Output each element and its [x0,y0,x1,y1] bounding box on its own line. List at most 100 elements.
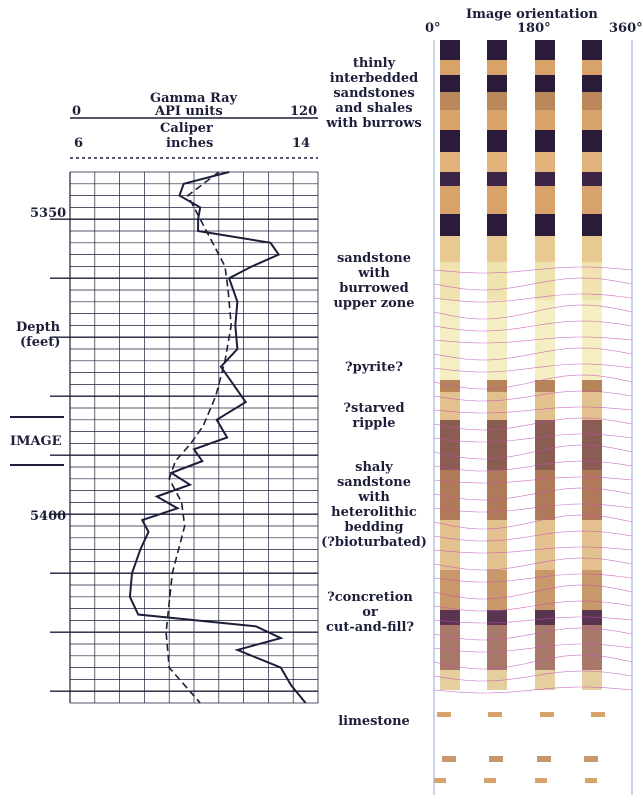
image-band [487,110,507,130]
image-band [487,625,507,670]
image-band [440,172,460,186]
image-band [535,420,555,470]
image-orientation-title: Image orientation [466,7,598,22]
bedding-line [433,514,633,530]
annotation-interbedded: thinly interbedded sandstones and shales wit… [326,56,422,131]
limestone-fragment [540,712,554,717]
bedding-line [433,670,633,682]
image-band [487,236,507,262]
bedding-line [433,417,633,431]
caliper-curve [165,171,233,704]
bedding-line [433,374,633,390]
bedding-line [433,476,633,484]
bedding-line [433,363,633,373]
image-band [535,300,555,380]
image-band [582,75,602,92]
gamma-ray-units: API units [155,104,223,119]
image-band [487,75,507,92]
image-band [440,670,460,690]
bedding-line [433,600,633,612]
bedding-line [433,444,633,460]
image-band [535,570,555,610]
image-band [582,152,602,172]
image-band [535,214,555,236]
image-band [582,610,602,625]
depth-tick-5400: 5400 [30,509,67,524]
caliper-title: Caliper [160,121,213,136]
image-band [535,610,555,625]
image-band [440,380,460,392]
gamma-ray-curve [128,171,307,704]
image-band [582,380,602,392]
annotation-concretion: ?concretion or cut-and-fill? [325,590,415,635]
image-band [535,60,555,75]
bedding-line [433,293,633,303]
gamma-ray-min: 0 [72,104,82,119]
image-band [582,570,602,610]
image-band [582,60,602,75]
bedding-line [433,584,633,600]
image-band [440,110,460,130]
image-band [440,610,460,625]
image-band [582,40,602,60]
bedding-line [433,266,633,274]
bedding-line [433,304,633,320]
image-band [582,186,602,214]
image-band [440,60,460,75]
annotation-pyrite: ?pyrite? [345,360,403,375]
image-band [535,130,555,152]
image-band [440,130,460,152]
image-band [487,420,507,470]
image-band [582,214,602,236]
image-band [487,186,507,214]
image-band [582,625,602,670]
bedding-line [433,347,633,361]
image-band [535,520,555,570]
bedding-sinusoids [433,266,633,694]
depth-axis-unit: (feet) [20,335,61,350]
annotation-ripple: ?starved ripple [343,401,405,431]
limestone-fragment [489,756,503,762]
bedding-line [433,390,633,402]
bedding-line [433,546,633,554]
bedding-line [433,627,633,641]
image-band [582,110,602,130]
limestone-fragment [442,756,456,762]
image-band [487,40,507,60]
image-band [440,570,460,610]
image-band [440,520,460,570]
image-band [440,75,460,92]
image-band [440,186,460,214]
image-band [487,670,507,690]
image-band [582,92,602,110]
image-band [487,92,507,110]
image-band [487,130,507,152]
image-band [487,172,507,186]
image-band [487,262,507,300]
annotation-sandstone: sandstone with burrowed upper zone [333,251,415,311]
image-band [535,236,555,262]
image-band [582,470,602,520]
limestone-fragment [484,778,496,783]
limestone-fragment [437,712,451,717]
image-band [535,470,555,520]
image-band [535,152,555,172]
image-band [582,392,602,420]
image-band [487,214,507,236]
image-band [535,186,555,214]
bedding-line [433,503,633,513]
bedding-line [433,557,633,571]
image-band [535,625,555,670]
gamma-ray-max: 120 [290,104,318,119]
image-band [440,214,460,236]
image-band [440,262,460,300]
annotation-limestone: limestone [338,714,410,729]
bedding-line [433,277,633,291]
caliper-max: 14 [292,136,311,151]
image-band [440,40,460,60]
image-band [440,92,460,110]
caliper-units: inches [166,136,214,151]
image-band [535,172,555,186]
image-band [487,152,507,172]
image-band [440,152,460,172]
